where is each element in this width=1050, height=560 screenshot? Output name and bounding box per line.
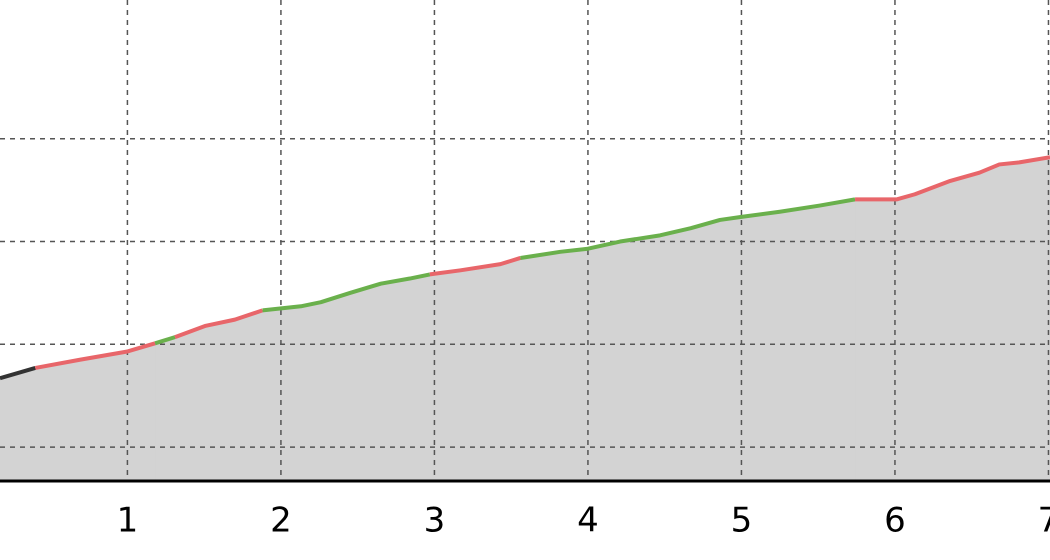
area [0,367,36,482]
x-tick-label: 5 [731,501,753,541]
line [429,256,521,277]
x-tick-label: 1 [117,501,139,541]
line [154,335,176,346]
line [0,366,36,381]
area [854,156,1050,482]
area [174,309,263,482]
x-tick-label: 7 [1038,501,1050,541]
area [262,273,431,482]
x-tick-label: 2 [270,501,292,541]
line [34,341,156,370]
line [262,272,431,313]
line [174,308,264,339]
area [154,336,176,482]
x-tick-label: 3 [424,501,446,541]
line [520,197,856,260]
line [855,155,1050,202]
x-tick-label: 4 [577,501,599,541]
x-tick-label: 6 [884,501,906,541]
